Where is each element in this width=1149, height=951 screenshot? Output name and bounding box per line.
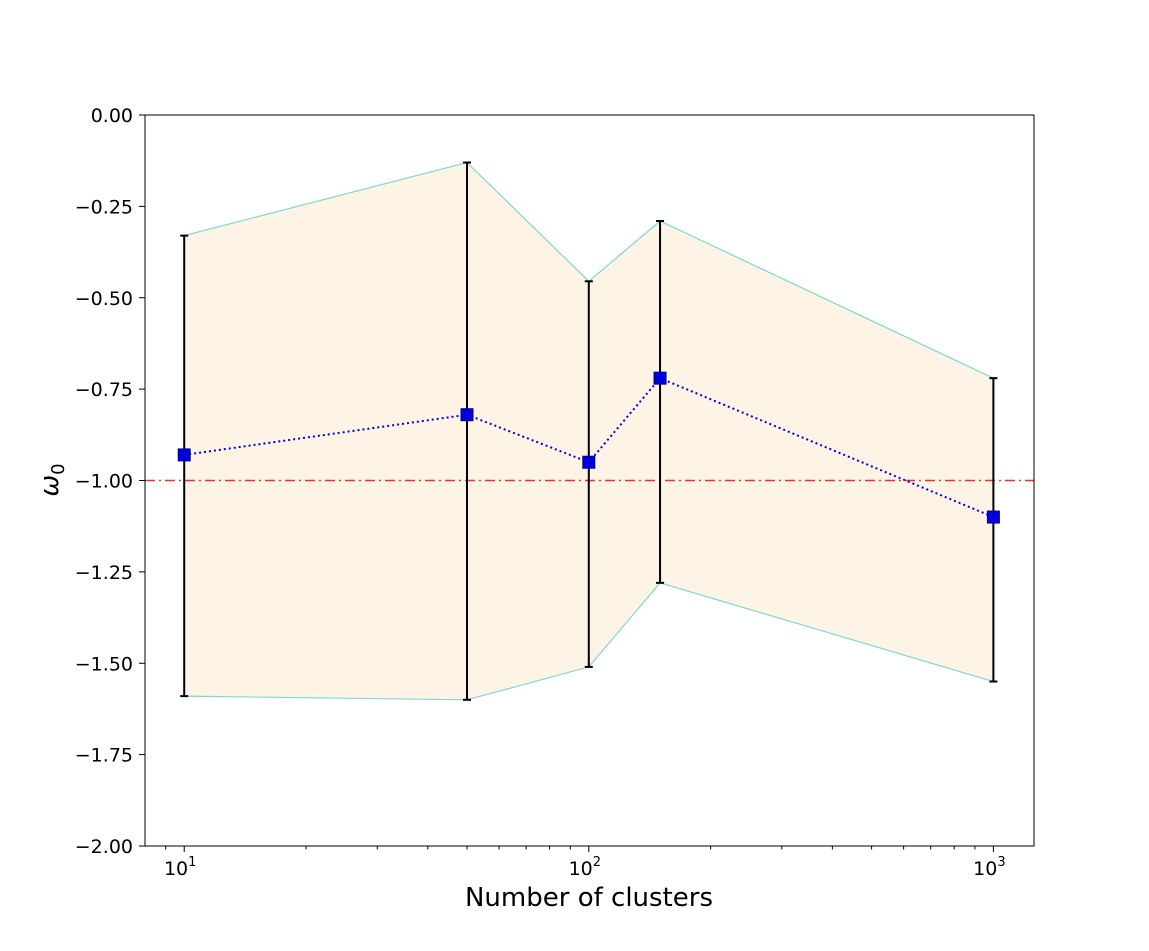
data-point — [178, 449, 190, 461]
y-tick-label: 0.00 — [91, 105, 133, 127]
y-axis-label-subscript: 0 — [48, 463, 69, 474]
plot-area: 0.00 −0.25 −0.50 −0.75 −1.00 −1.25 −1.50 −1.75 −… — [75, 105, 1034, 880]
y-tick-label: −0.50 — [75, 288, 133, 310]
data-point — [461, 409, 473, 421]
x-tick-label-base: 10 — [569, 858, 593, 880]
x-tick-label: 101 — [164, 855, 196, 880]
y-tick-label: −1.50 — [75, 653, 133, 675]
x-tick-label-exponent: 3 — [997, 855, 1005, 870]
data-point — [654, 372, 666, 384]
y-tick-label: −0.75 — [75, 379, 133, 401]
x-axis-label: Number of clusters — [465, 883, 713, 913]
y-tick-label: −1.75 — [75, 745, 133, 767]
y-tick-label: −2.00 — [75, 836, 133, 858]
y-tick-label: −1.25 — [75, 562, 133, 584]
y-tick-label: −1.00 — [75, 471, 133, 493]
x-tick-label: 103 — [973, 855, 1005, 880]
x-tick-label: 102 — [569, 855, 601, 880]
x-tick-label-base: 10 — [973, 858, 997, 880]
x-tick-label-exponent: 1 — [188, 855, 196, 870]
y-axis-label: ω0 — [35, 463, 69, 496]
y-tick-label: −0.25 — [75, 196, 133, 218]
x-tick-label-exponent: 2 — [593, 855, 601, 870]
data-point — [987, 511, 999, 523]
x-tick-label-base: 10 — [164, 858, 188, 880]
y-axis-label-symbol: ω — [35, 475, 65, 497]
data-point — [583, 456, 595, 468]
